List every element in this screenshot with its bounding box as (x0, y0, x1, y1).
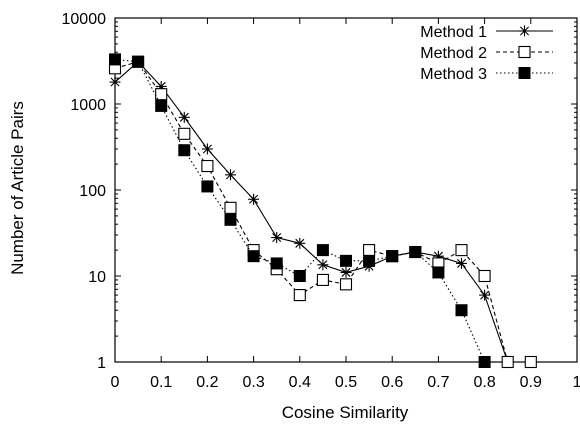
point-filled-square (178, 144, 191, 157)
point-asterisk (271, 232, 283, 244)
point-open-square (339, 278, 353, 291)
series-1 (109, 56, 514, 368)
point-asterisk (294, 237, 306, 249)
point-open-square (316, 273, 329, 286)
point-open-square (501, 355, 514, 369)
x-tick-label: 0.3 (242, 374, 264, 391)
point-filled-square (455, 304, 468, 317)
asterisk-stroke (519, 26, 530, 36)
y-tick-label: 100 (79, 183, 106, 200)
asterisk-stroke (225, 170, 236, 180)
point-filled-square (363, 254, 376, 267)
point-asterisk (340, 266, 352, 278)
point-open-square (155, 88, 168, 101)
asterisk-stroke (202, 144, 212, 154)
asterisk-stroke (318, 260, 328, 270)
legend-label: Method 2 (420, 45, 487, 62)
asterisk-stroke (272, 233, 282, 243)
point-filled-square (109, 53, 121, 66)
point-filled-square (409, 246, 422, 259)
x-tick-label: 0.5 (335, 374, 357, 391)
x-tick-label: 0.2 (196, 374, 218, 391)
point-filled-square (155, 99, 168, 112)
plot-frame (114, 17, 578, 363)
point-asterisk (479, 289, 491, 301)
asterisk-stroke (179, 112, 189, 122)
point-open-square (524, 355, 537, 369)
point-open-square (178, 127, 191, 140)
series-line (114, 60, 509, 363)
asterisk-stroke (480, 290, 490, 300)
point-filled-square (432, 266, 445, 279)
point-asterisk (248, 193, 260, 205)
point-filled-square (247, 250, 260, 263)
x-tick-label: 0.8 (473, 374, 495, 391)
series-line (114, 61, 531, 363)
point-asterisk (201, 143, 213, 155)
point-filled-square (478, 356, 491, 368)
asterisk-stroke (341, 267, 351, 277)
point-open-square-legend (518, 45, 531, 59)
point-open-square (363, 244, 376, 257)
point-filled-square (386, 250, 399, 263)
x-tick-label: 0.9 (520, 374, 542, 391)
point-filled-square (132, 55, 145, 68)
x-tick-label: 0.1 (150, 374, 172, 391)
plot-border (114, 17, 578, 363)
x-tick-label: 0 (111, 374, 120, 391)
legend-label: Method 3 (420, 66, 487, 83)
y-tick-label: 1 (97, 355, 106, 372)
legend: Method 1 Method 2 Method 3 (420, 24, 553, 83)
point-open-square (201, 159, 214, 173)
series-layer (108, 53, 537, 369)
x-tick-label: 0.4 (289, 374, 311, 391)
x-tick-label: 0.7 (427, 374, 449, 391)
x-tick-label: 1 (573, 374, 580, 391)
point-asterisk (109, 76, 121, 88)
point-asterisk (178, 111, 190, 123)
point-filled-square (316, 244, 329, 257)
x-axis-label: Cosine Similarity (282, 403, 409, 422)
point-filled-square (340, 254, 352, 267)
point-filled-square (270, 257, 283, 270)
point-asterisk (456, 257, 467, 269)
point-open-square (224, 201, 237, 214)
point-asterisk (317, 259, 329, 271)
asterisk-stroke (249, 194, 259, 204)
y-tick-label: 10000 (62, 11, 107, 28)
asterisk-stroke (110, 77, 120, 87)
point-open-square (455, 244, 468, 257)
point-filled-square (201, 180, 214, 193)
x-tick-label: 0.6 (381, 374, 403, 391)
y-tick-label: 10 (88, 269, 106, 286)
asterisk-stroke (295, 238, 305, 248)
point-asterisk-legend (519, 25, 530, 37)
point-open-square (293, 289, 306, 302)
point-filled-square (293, 270, 306, 282)
series-3 (109, 53, 491, 368)
x-axis-ticks: 0 0.1 0.2 0.3 0.4 0.5 0.6 0.7 0.8 0.9 1 (111, 18, 580, 391)
point-filled-square (224, 213, 237, 226)
y-axis-label: Number of Article Pairs (8, 101, 27, 275)
asterisk-stroke (456, 258, 467, 268)
point-filled-square-legend (518, 67, 531, 79)
series-line (114, 58, 486, 363)
y-tick-label: 1000 (70, 97, 106, 114)
point-asterisk (225, 169, 236, 181)
point-open-square (478, 269, 491, 283)
legend-label: Method 1 (420, 24, 487, 41)
y-axis-ticks: 1 10 100 1000 10000 (62, 11, 577, 372)
